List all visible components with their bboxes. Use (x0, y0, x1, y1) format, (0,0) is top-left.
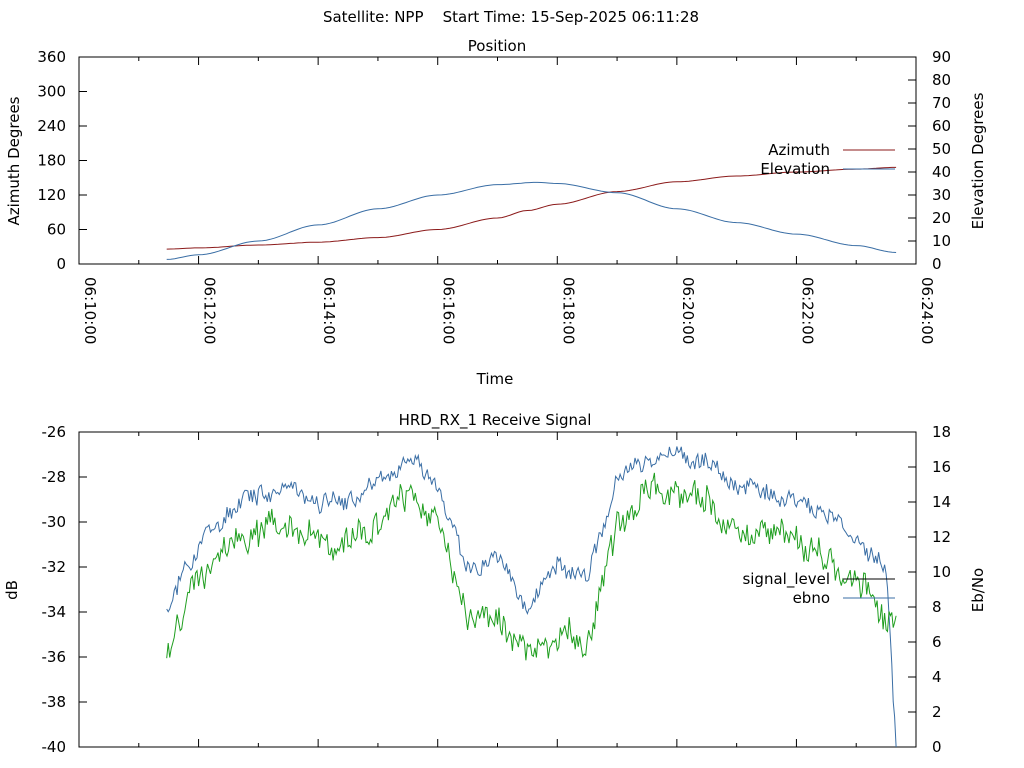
y-tick-label: -36 (42, 648, 67, 666)
signal-title: HRD_RX_1 Receive Signal (399, 411, 592, 430)
signal-y2-tick-labels: 0 2 4 6 8 10 12 14 16 18 (932, 423, 951, 756)
y2-tick-label: 50 (932, 140, 951, 158)
y-tick-label: -28 (42, 468, 67, 486)
y2-tick-label: 18 (932, 423, 951, 441)
y2-tick-label: 80 (932, 71, 951, 89)
position-panel: Position 0 60 120 180 240 300 360 0 10 20 30 40 50 6… (5, 37, 987, 388)
position-ticks (78, 56, 917, 265)
y2-tick-label: 10 (932, 563, 951, 581)
y2-tick-label: 20 (932, 209, 951, 227)
signal-ticks (78, 431, 917, 748)
x-tick-label: 06:10:00 (81, 277, 99, 344)
y-tick-label: 120 (37, 186, 66, 204)
x-tick-label: 06:12:00 (201, 277, 219, 344)
y-tick-label: -34 (42, 603, 67, 621)
legend-label: signal_level (742, 570, 830, 589)
legend-label: ebno (793, 589, 830, 607)
series-line-unnamed-2 (166, 472, 897, 661)
x-tick-label: 06:24:00 (918, 277, 936, 344)
signal-y-axis-label: dB (3, 580, 21, 600)
y2-tick-label: 16 (932, 458, 951, 476)
legend-label: Elevation (760, 160, 830, 178)
figure-suptitle: Satellite: NPP Start Time: 15-Sep-2025 0… (323, 8, 699, 26)
y2-tick-label: 4 (932, 668, 942, 686)
y-tick-label: 0 (56, 255, 66, 273)
y2-tick-label: 8 (932, 598, 942, 616)
y-tick-label: 180 (37, 152, 66, 170)
y2-tick-label: 12 (932, 528, 951, 546)
position-y2-tick-labels: 0 10 20 30 40 50 60 70 80 90 (932, 48, 951, 273)
x-tick-label: 06:14:00 (320, 277, 338, 344)
x-tick-label: 06:16:00 (440, 277, 458, 344)
position-y-tick-labels: 0 60 120 180 240 300 360 (37, 48, 66, 273)
signal-y2-axis-label: Eb/No (969, 568, 987, 612)
series-line-ebno (166, 446, 897, 748)
y2-tick-label: 6 (932, 633, 942, 651)
signal-y-tick-labels: -40 -38 -36 -34 -32 -30 -28 -26 (42, 423, 67, 756)
y-tick-label: 240 (37, 117, 66, 135)
y-tick-label: -30 (42, 513, 67, 531)
signal-plot-frame (78, 431, 917, 748)
x-tick-label: 06:20:00 (679, 277, 697, 344)
y2-tick-label: 70 (932, 94, 951, 112)
position-y-axis-label: Azimuth Degrees (5, 96, 23, 225)
signal-panel: HRD_RX_1 Receive Signal -40-38-36-34-32-… (3, 411, 987, 756)
series-line-azimuth (166, 166, 897, 250)
legend-label: Azimuth (768, 141, 830, 159)
y2-tick-label: 30 (932, 186, 951, 204)
y2-tick-label: 40 (932, 163, 951, 181)
y2-tick-label: 90 (932, 48, 951, 66)
y-tick-label: 300 (37, 83, 66, 101)
y-tick-label: -32 (42, 558, 67, 576)
position-x-axis-label: Time (476, 370, 514, 388)
y-tick-label: -26 (42, 423, 67, 441)
x-tick-label: 06:18:00 (559, 277, 577, 344)
position-title: Position (468, 37, 526, 55)
signal-series (166, 446, 897, 748)
y-tick-label: 60 (47, 221, 66, 239)
x-tick-label: 06:22:00 (798, 277, 816, 344)
position-series (166, 166, 897, 260)
series-line-elevation (166, 181, 897, 260)
y2-tick-label: 0 (932, 255, 942, 273)
y-tick-label: 360 (37, 48, 66, 66)
y2-tick-label: 60 (932, 117, 951, 135)
y2-tick-label: 10 (932, 232, 951, 250)
y2-tick-label: 0 (932, 738, 942, 756)
y2-tick-label: 14 (932, 493, 951, 511)
position-x-tick-labels: 06:10:00 06:12:00 06:14:00 06:16:00 06:18:00… (81, 277, 936, 344)
y-tick-label: -38 (42, 693, 67, 711)
y-tick-label: -40 (42, 738, 67, 756)
y2-tick-label: 2 (932, 703, 942, 721)
position-y2-axis-label: Elevation Degrees (969, 92, 987, 229)
